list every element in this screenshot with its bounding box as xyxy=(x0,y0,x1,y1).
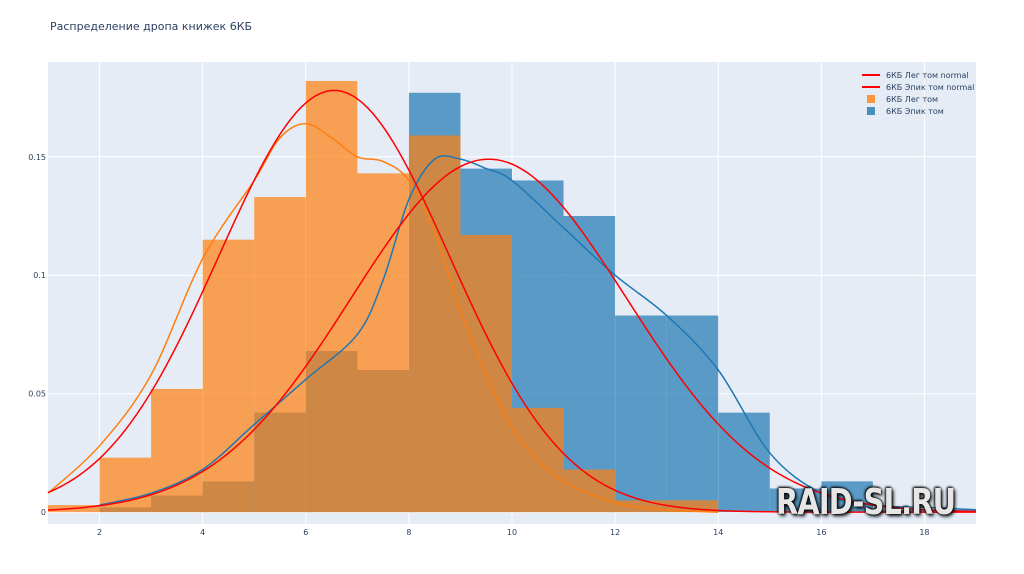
leg-hist-bar xyxy=(305,80,358,513)
epic-hist-bar xyxy=(615,315,667,513)
leg-hist-bar xyxy=(357,173,409,513)
leg-hist-bar xyxy=(254,197,306,513)
y-tick-label: 0.15 xyxy=(28,153,46,162)
epic-hist-bar xyxy=(872,509,925,513)
curves xyxy=(47,89,977,513)
leg-normal-line xyxy=(47,89,976,513)
leg-hist-bar xyxy=(202,239,255,513)
legend-item-label: 6КБ Лег том xyxy=(886,95,938,104)
legend-item-label: 6КБ Лег том normal xyxy=(886,71,969,80)
epic-hist-bar xyxy=(563,216,616,513)
legend[interactable]: 6КБ Лег том normal 6КБ Эпик том normal 6КБ… xyxy=(862,71,974,116)
leg-hist-bar xyxy=(151,388,203,513)
y-tick-label: 0 xyxy=(41,508,46,517)
leg-hist-bar xyxy=(563,469,616,513)
epic-hist-bar xyxy=(769,488,822,513)
leg-hist-bar xyxy=(615,500,667,513)
legend-item-label: 6КБ Эпик том xyxy=(886,107,944,116)
y-tick-label: 0.1 xyxy=(33,271,46,280)
x-tick-label: 10 xyxy=(507,528,517,537)
y-tick-label: 0.05 xyxy=(28,390,46,399)
x-tick-label: 14 xyxy=(713,528,723,537)
x-tick-label: 2 xyxy=(97,528,102,537)
leg-hist-bar xyxy=(666,500,719,513)
x-tick-label: 16 xyxy=(816,528,826,537)
axes: 2 4 6 8 10 12 14 16 18 0 0.05 0.1 0.15 xyxy=(28,153,929,537)
epic-hist-bar xyxy=(666,315,719,513)
legend-box-swatch xyxy=(867,107,875,115)
x-tick-label: 6 xyxy=(303,528,308,537)
x-tick-label: 8 xyxy=(406,528,411,537)
x-tick-label: 12 xyxy=(610,528,620,537)
histogram-bars xyxy=(48,80,976,513)
watermark-logo: RAID-SL.RU xyxy=(776,482,956,523)
chart-title: Распределение дропа книжек 6КБ xyxy=(50,20,253,33)
legend-item-label: 6КБ Эпик том normal xyxy=(886,83,974,92)
legend-box-swatch xyxy=(867,95,875,103)
x-tick-label: 4 xyxy=(200,528,205,537)
leg-hist-bar xyxy=(408,135,461,513)
x-tick-label: 18 xyxy=(919,528,929,537)
epic-normal-line xyxy=(47,158,977,513)
leg-kde-line xyxy=(47,122,719,513)
